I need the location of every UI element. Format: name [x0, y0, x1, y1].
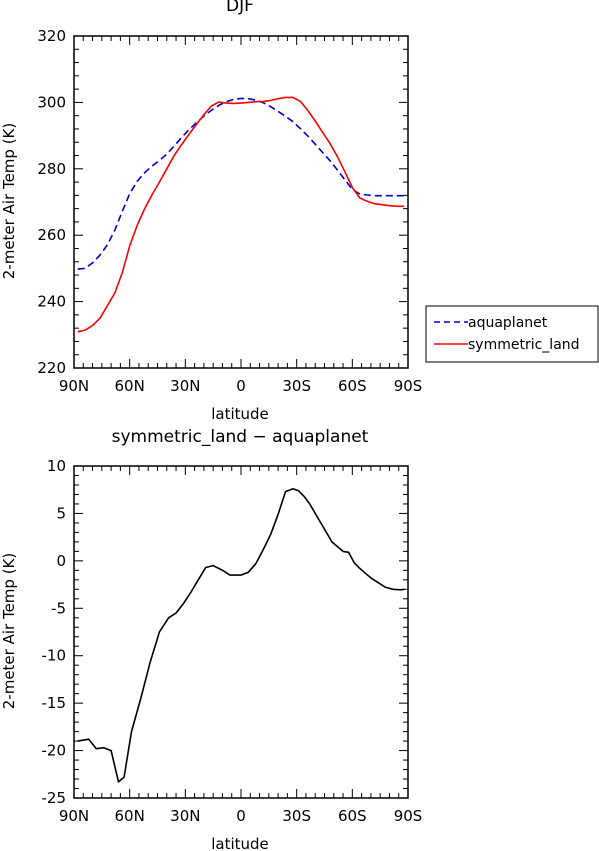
- y-tick-label: -20: [42, 742, 67, 760]
- panel-title-difference: symmetric_land − aquaplanet: [112, 427, 369, 447]
- x-tick-label: 60N: [115, 377, 145, 395]
- x-tick-label: 0: [236, 377, 246, 395]
- x-tick-label: 30S: [282, 807, 311, 825]
- series-line-symmetric-land: [77, 96, 405, 333]
- x-axis-label: latitude: [211, 405, 269, 423]
- panel-title-djf: DJF: [226, 0, 254, 16]
- legend-label-aquaplanet: aquaplanet: [468, 315, 548, 331]
- y-tick-label: 280: [37, 160, 66, 178]
- x-tick-label: 0: [236, 807, 246, 825]
- y-tick-label: 320: [37, 27, 66, 45]
- y-tick-label: 220: [37, 359, 66, 377]
- x-tick-label: 90S: [394, 807, 423, 825]
- y-tick-label: 10: [47, 457, 66, 475]
- x-tick-label: 30N: [170, 377, 200, 395]
- series-line-aquaplanet: [77, 97, 405, 270]
- panel-difference: symmetric_land − aquaplanet 90N 60N 30N 0 30…: [0, 427, 422, 851]
- series-line-difference: [77, 487, 405, 783]
- plot-frame: [73, 35, 409, 369]
- x-tick-label: 60S: [338, 807, 367, 825]
- y-tick-label: -10: [42, 647, 67, 665]
- x-tick-label: 30N: [170, 807, 200, 825]
- x-tick-label: 90N: [59, 807, 89, 825]
- x-axis-label: latitude: [211, 835, 269, 851]
- x-tick-label: 90S: [394, 377, 423, 395]
- legend-label-symmetric-land: symmetric_land: [468, 337, 580, 353]
- plot-frame: [73, 465, 409, 799]
- y-tick-label: 300: [37, 93, 66, 111]
- legend-box: [425, 305, 599, 363]
- y-axis-label: 2-meter Air Temp (K): [0, 553, 18, 710]
- y-tick-label: 0: [56, 552, 66, 570]
- x-tick-label: 60N: [115, 807, 145, 825]
- legend: aquaplanet symmetric_land: [425, 305, 599, 363]
- y-tick-label: 5: [56, 504, 66, 522]
- x-tick-label: 90N: [59, 377, 89, 395]
- panel-djf: DJF 90N 60N 30N 0 30S 60S 90S 220 240 260 280 300 32…: [0, 0, 422, 423]
- x-tick-label: 60S: [338, 377, 367, 395]
- y-axis-label: 2-meter Air Temp (K): [0, 123, 18, 280]
- y-tick-label: 240: [37, 293, 66, 311]
- y-tick-label: -25: [42, 789, 67, 807]
- y-tick-label: -15: [42, 694, 67, 712]
- x-tick-label: 30S: [282, 377, 311, 395]
- y-tick-label: -5: [51, 599, 66, 617]
- y-tick-label: 260: [37, 226, 66, 244]
